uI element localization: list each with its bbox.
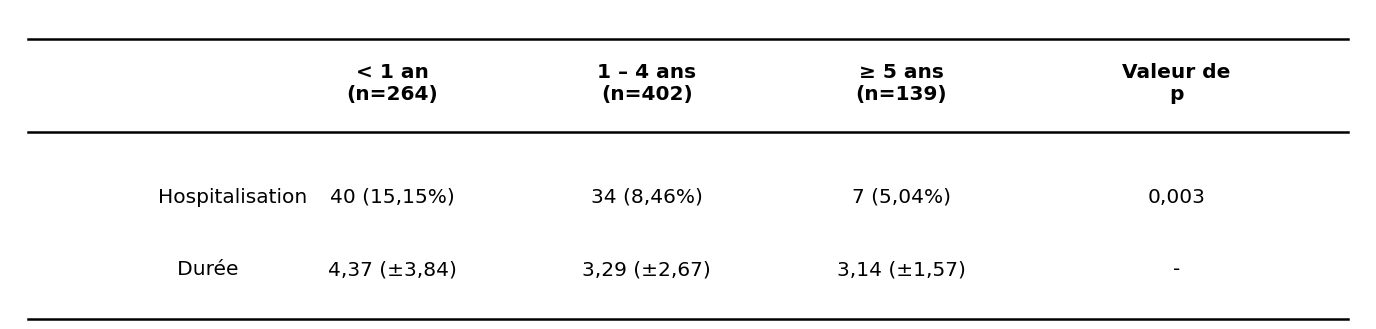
Text: 40 (15,15%): 40 (15,15%) [330, 188, 454, 207]
Text: Valeur de
p: Valeur de p [1123, 63, 1230, 104]
Text: Durée: Durée [158, 260, 239, 279]
Text: 3,14 (±1,57): 3,14 (±1,57) [837, 260, 966, 279]
Text: 34 (8,46%): 34 (8,46%) [590, 188, 703, 207]
Text: < 1 an
(n=264): < 1 an (n=264) [347, 63, 438, 104]
Text: 0,003: 0,003 [1148, 188, 1205, 207]
Text: -: - [1172, 260, 1181, 279]
Text: Hospitalisation: Hospitalisation [158, 188, 307, 207]
Text: 3,29 (±2,67): 3,29 (±2,67) [582, 260, 711, 279]
Text: 1 – 4 ans
(n=402): 1 – 4 ans (n=402) [597, 63, 696, 104]
Text: ≥ 5 ans
(n=139): ≥ 5 ans (n=139) [856, 63, 947, 104]
Text: 7 (5,04%): 7 (5,04%) [852, 188, 951, 207]
Text: 4,37 (±3,84): 4,37 (±3,84) [327, 260, 457, 279]
